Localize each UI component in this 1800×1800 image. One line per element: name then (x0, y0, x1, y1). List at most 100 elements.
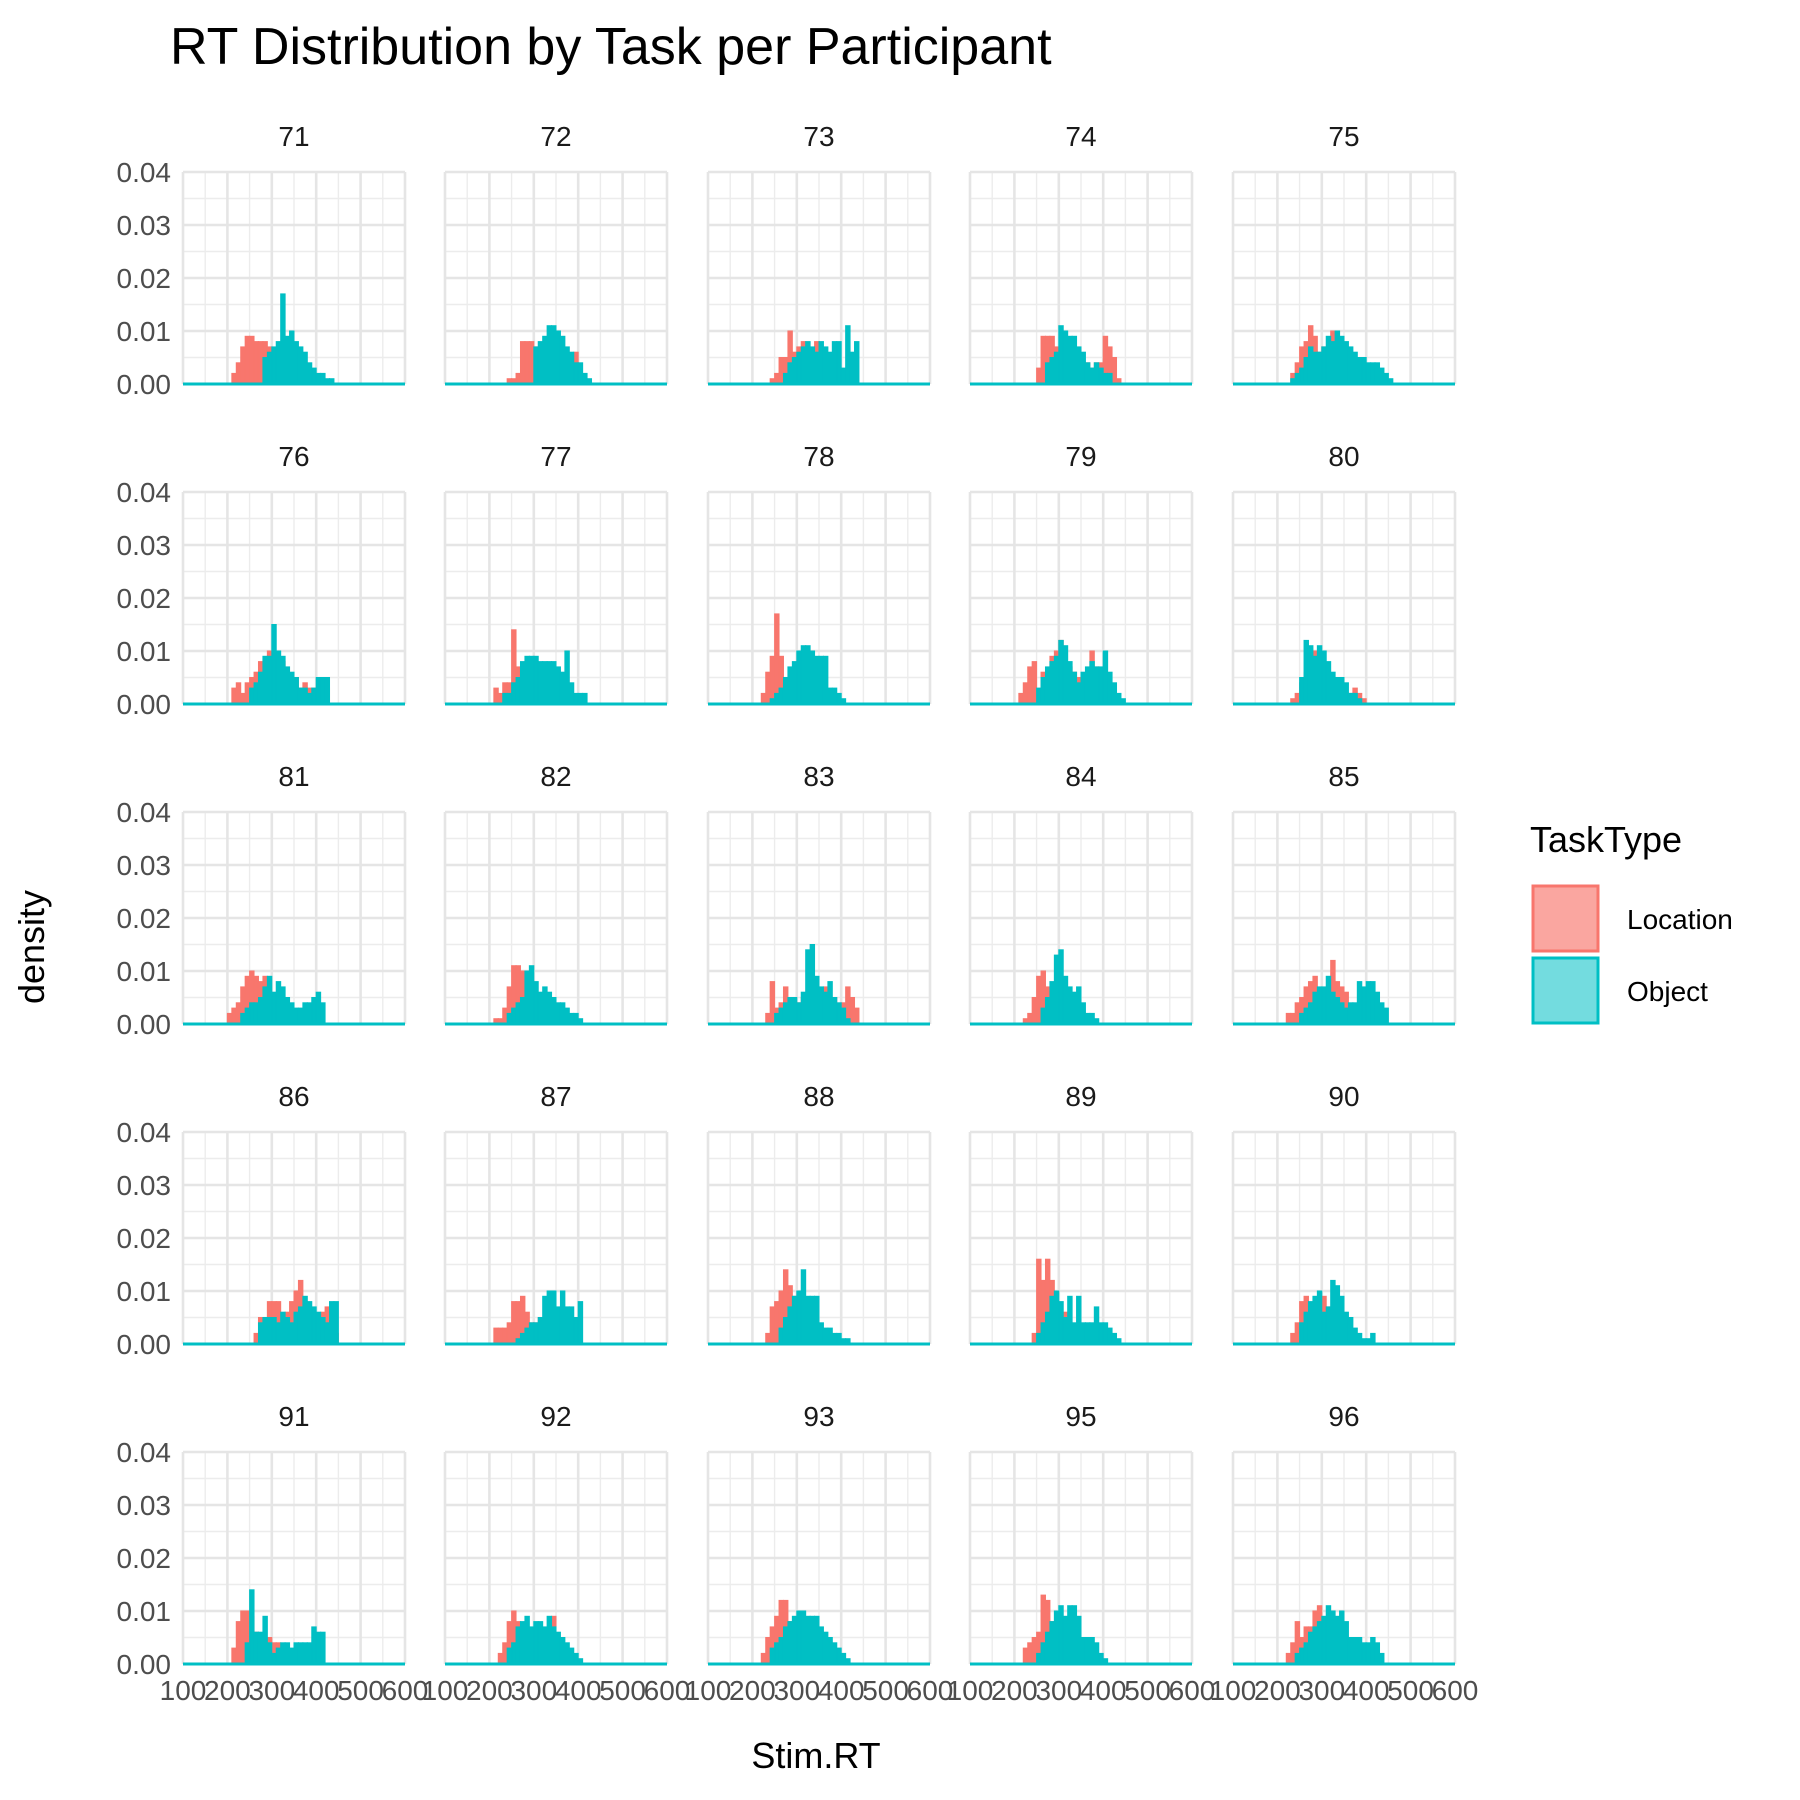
bar-object (537, 1621, 544, 1665)
bar-object (568, 1647, 575, 1665)
bar-object (1365, 981, 1372, 1025)
bar-object (262, 1317, 268, 1345)
x-tick-label: 500 (1387, 1675, 1434, 1706)
bar-object (297, 1642, 304, 1665)
legend-title: TaskType (1530, 819, 1682, 860)
bar-location (1285, 1652, 1292, 1665)
bar-object (582, 692, 588, 705)
bar-object (502, 692, 508, 705)
bar-object (1040, 1007, 1046, 1025)
bar-object (1107, 1327, 1113, 1345)
bar-object (289, 1002, 295, 1025)
bar-object (1071, 671, 1078, 705)
y-tick-label: 0.01 (117, 636, 172, 667)
bar-object (1312, 1295, 1318, 1345)
bar-object (302, 1295, 308, 1345)
bar-object (1040, 1322, 1046, 1345)
y-tick-label: 0.03 (117, 210, 172, 241)
bar-object (1111, 682, 1118, 705)
bar-object (537, 1317, 544, 1345)
bar-object (559, 1637, 566, 1665)
bar-object (1352, 1327, 1358, 1345)
chart-title: RT Distribution by Task per Participant (170, 18, 1052, 76)
bar-object (271, 991, 277, 1025)
bar-object (822, 655, 829, 705)
bar-object (1089, 1322, 1095, 1345)
bar-object (818, 1626, 824, 1665)
bar-object (266, 1642, 273, 1665)
bar-object (1334, 330, 1341, 385)
bar-object (542, 335, 548, 385)
bar-object (1049, 981, 1055, 1025)
bar-object (266, 1317, 273, 1345)
bar-object (311, 687, 317, 705)
bar-object (1370, 1637, 1376, 1665)
bar-object (568, 1012, 575, 1025)
bar-object (253, 682, 259, 705)
bar-object (1107, 372, 1113, 385)
bar-object (1044, 1311, 1051, 1345)
bar-object (1361, 357, 1367, 385)
bar-object (573, 362, 579, 385)
facet-label: 90 (1328, 1081, 1359, 1112)
bar-location (1285, 1012, 1292, 1025)
x-tick-label: 400 (555, 1675, 602, 1706)
bar-object (280, 986, 286, 1025)
bar-object (1049, 357, 1055, 385)
bar-location (1294, 1002, 1301, 1025)
facet-label: 84 (1065, 761, 1096, 792)
bar-object (582, 372, 588, 385)
bar-object (782, 372, 789, 385)
bar-object (280, 1642, 286, 1665)
bar-object (302, 1642, 308, 1665)
facet-label: 72 (540, 121, 571, 152)
bar-object (320, 677, 326, 705)
bar-object (787, 666, 793, 705)
bar-object (311, 1626, 317, 1665)
bar-object (796, 1610, 802, 1665)
facet-label: 95 (1065, 1401, 1096, 1432)
bar-object (302, 687, 308, 705)
bar-location (515, 1301, 521, 1345)
bar-object (1089, 1637, 1095, 1665)
y-tick-label: 0.02 (117, 263, 172, 294)
bar-object (1316, 645, 1323, 705)
bar-object (555, 666, 561, 705)
bar-object (329, 1301, 335, 1345)
bar-object (284, 335, 291, 385)
bar-object (809, 1295, 816, 1345)
bar-object (805, 645, 811, 705)
bar-object (515, 677, 521, 705)
bar-object (1307, 1301, 1314, 1345)
bar-object (818, 341, 824, 385)
bar-object (800, 991, 807, 1025)
bar-object (1080, 671, 1086, 705)
bar-object (573, 692, 579, 705)
bar-location (1027, 1642, 1033, 1665)
bar-object (542, 661, 548, 705)
bar-object (805, 949, 811, 1025)
bar-object (1076, 1615, 1082, 1665)
bar-object (240, 1012, 246, 1025)
bar-object (1089, 661, 1095, 705)
bar-object (1084, 362, 1091, 385)
bar-object (1347, 346, 1354, 385)
bar-object (1316, 1290, 1323, 1345)
bar-object (1312, 991, 1318, 1025)
bar-object (791, 1615, 798, 1665)
bar-object (791, 357, 798, 385)
x-tick-label: 300 (1298, 1675, 1345, 1706)
bar-object (1058, 1605, 1064, 1665)
bar-object (533, 655, 539, 705)
bar-object (1321, 986, 1327, 1025)
bar-object (1321, 346, 1327, 385)
bar-object (778, 1327, 784, 1345)
bar-object (1058, 639, 1064, 705)
bar-object (1307, 346, 1314, 385)
bar-object (822, 1631, 829, 1665)
bar-location (774, 1301, 780, 1345)
bar-object (289, 671, 295, 705)
bar-object (551, 1290, 557, 1345)
bar-object (787, 997, 793, 1025)
bar-object (1080, 351, 1086, 385)
